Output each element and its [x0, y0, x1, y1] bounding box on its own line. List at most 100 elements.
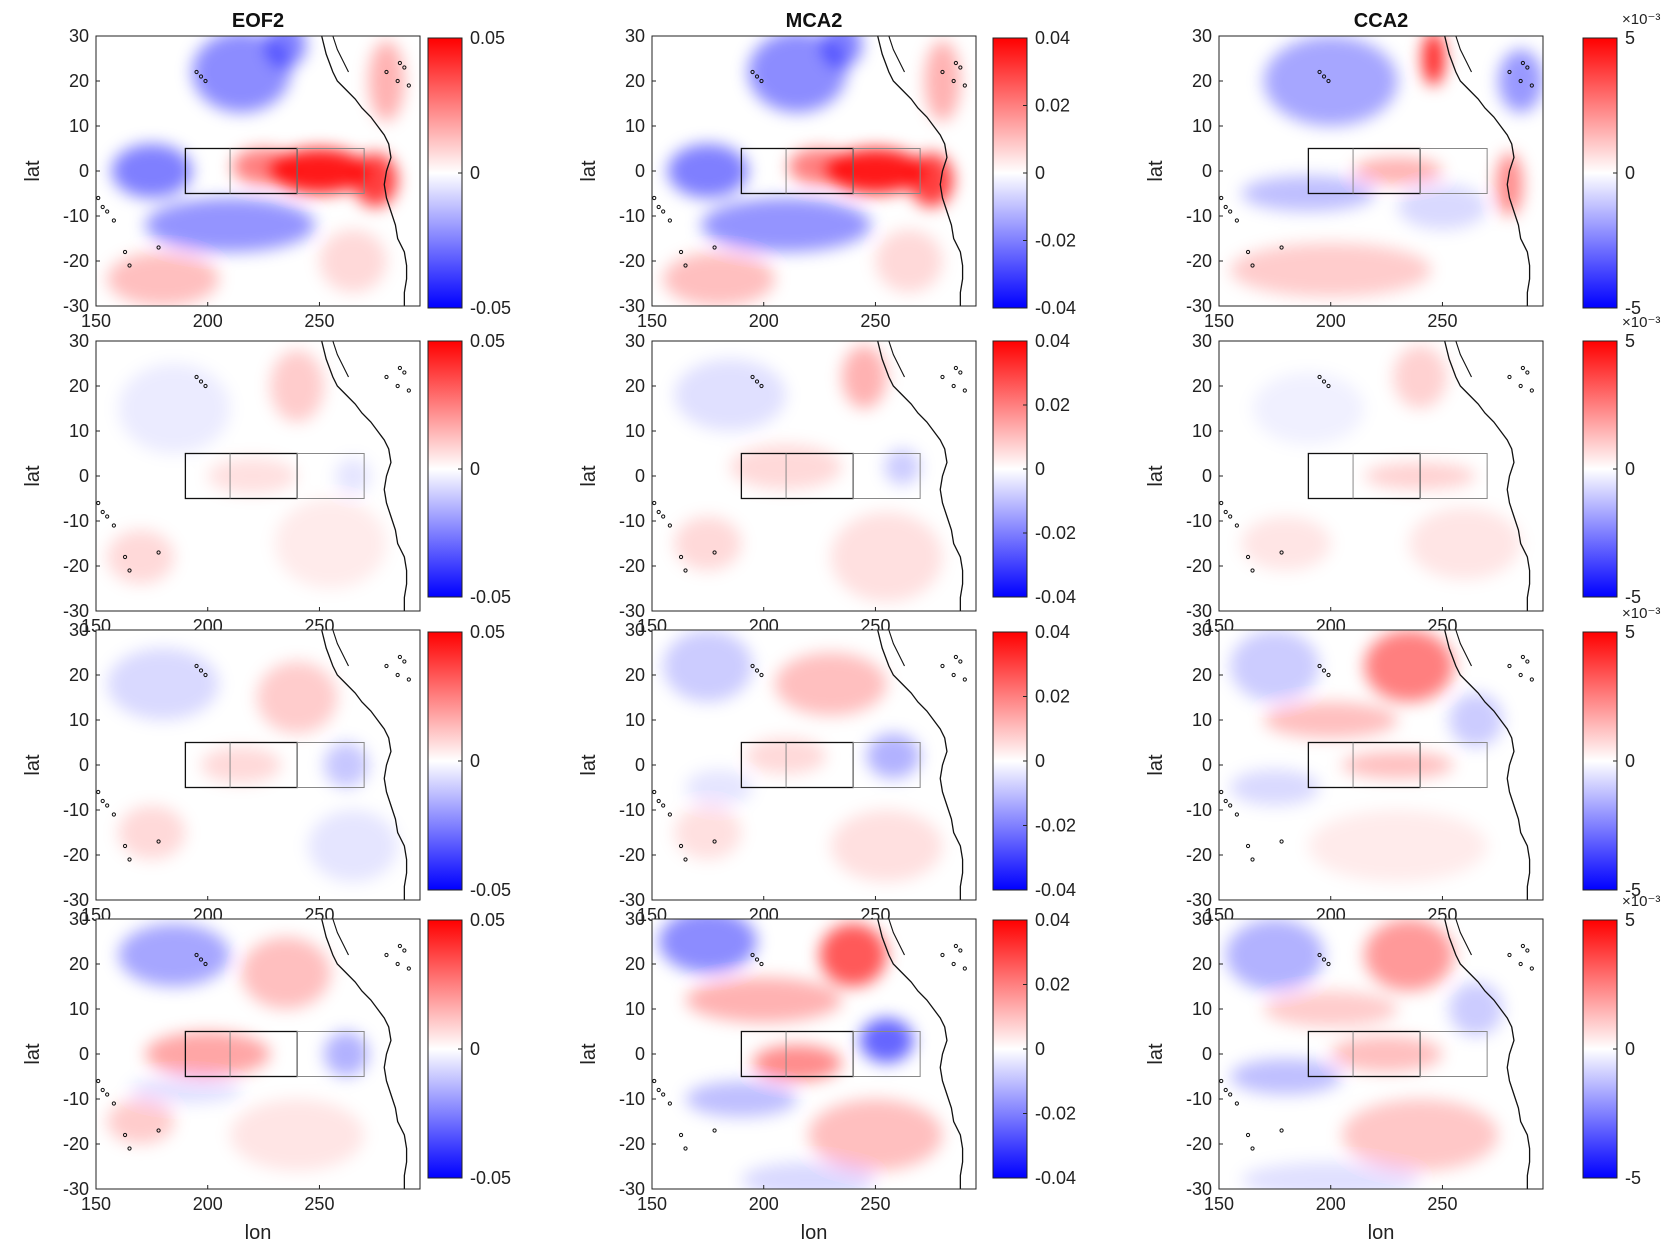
colorbar-tick-label: 0.04	[1035, 622, 1070, 642]
island-marker	[1228, 803, 1233, 808]
coastline	[888, 919, 905, 956]
island-marker	[1507, 69, 1512, 75]
anomaly-blob	[274, 498, 387, 589]
island-marker	[1228, 1092, 1233, 1097]
island-marker	[1228, 514, 1233, 519]
colorbar-gradient	[1582, 37, 1618, 309]
island-marker	[1529, 677, 1534, 682]
island-marker	[203, 78, 208, 84]
island-marker	[1518, 961, 1523, 967]
anomaly-blob	[819, 923, 887, 987]
island-marker	[1321, 668, 1327, 673]
y-tick-label: 20	[625, 954, 645, 974]
island-marker	[1525, 948, 1530, 953]
island-marker	[122, 554, 128, 560]
island-marker	[406, 83, 411, 88]
y-axis-label: lat	[22, 1043, 44, 1065]
island-marker	[156, 839, 161, 844]
anomaly-field	[1230, 36, 1543, 297]
anomaly-blob	[270, 350, 324, 422]
anomaly-blob	[1422, 36, 1445, 86]
island-marker	[1326, 672, 1331, 678]
island-marker	[198, 74, 204, 79]
island-marker	[111, 1101, 116, 1106]
y-tick-label: 0	[1202, 161, 1212, 181]
column-title: EOF2	[232, 10, 284, 32]
y-tick-label: 20	[1192, 71, 1212, 91]
colorbar-tick-label: 0	[470, 459, 480, 479]
y-tick-label: -10	[619, 1089, 645, 1109]
island-marker	[656, 798, 661, 804]
colorbar-tick-label: -0.04	[1035, 298, 1076, 318]
colorbar-tick-label: 0	[1035, 751, 1045, 771]
island-marker	[712, 1128, 717, 1133]
island-marker	[940, 952, 945, 958]
island-marker	[1317, 952, 1322, 958]
island-marker	[1317, 69, 1322, 75]
y-tick-label: -30	[619, 890, 645, 910]
colorbar-tick-label: 0	[1625, 163, 1635, 183]
anomaly-blob	[323, 742, 369, 788]
island-marker	[111, 218, 116, 223]
coastline	[888, 341, 905, 378]
island-marker	[127, 263, 132, 268]
island-marker	[754, 668, 760, 673]
y-axis-label: lat	[578, 1043, 600, 1065]
colorbar-tick-label: 0	[1625, 751, 1635, 771]
y-tick-label: 20	[69, 71, 89, 91]
coastline	[321, 919, 408, 1189]
colorbar-tick-label: 0.02	[1035, 975, 1070, 995]
island-marker	[1245, 249, 1251, 255]
colorbar-tick-label: 0.04	[1035, 331, 1070, 351]
anomaly-blob	[1230, 243, 1432, 297]
anomaly-blob	[748, 36, 847, 113]
anomaly-blob	[685, 1081, 798, 1117]
y-tick-label: 10	[625, 421, 645, 441]
coastline	[332, 919, 349, 956]
colorbar-tick-label: 0.02	[1035, 395, 1070, 415]
y-tick-label: 30	[69, 26, 89, 46]
island-marker	[1245, 843, 1251, 849]
y-tick-label: 20	[625, 376, 645, 396]
y-tick-label: -10	[1186, 206, 1212, 226]
island-marker	[953, 943, 958, 949]
anomaly-blob	[145, 1031, 271, 1077]
island-marker	[203, 383, 208, 389]
island-marker	[958, 659, 963, 664]
island-marker	[1234, 1101, 1239, 1106]
anomaly-field	[107, 648, 398, 882]
anomaly-blob	[107, 252, 219, 306]
island-marker	[1234, 218, 1239, 223]
colorbar-tick-label: -5	[1625, 587, 1641, 607]
island-marker	[759, 672, 764, 678]
y-tick-label: -20	[63, 251, 89, 271]
anomaly-blob	[1263, 702, 1398, 738]
anomaly-blob	[1341, 1099, 1499, 1171]
anomaly-blob	[323, 1031, 369, 1077]
anomaly-blob	[1230, 630, 1320, 702]
island-marker	[656, 204, 661, 210]
island-marker	[953, 365, 958, 371]
island-marker	[667, 812, 672, 817]
island-marker	[122, 249, 128, 255]
y-tick-label: -10	[63, 511, 89, 531]
island-marker	[962, 83, 967, 88]
region-box	[1419, 148, 1488, 194]
colorbar-tick-label: -5	[1625, 1168, 1641, 1188]
y-tick-label: 30	[1192, 26, 1212, 46]
island-marker	[1219, 1078, 1224, 1084]
island-marker	[958, 65, 963, 70]
anomaly-blob	[701, 198, 871, 252]
island-marker	[667, 218, 672, 223]
x-tick-label: 150	[637, 1194, 667, 1214]
y-tick-label: -10	[1186, 511, 1212, 531]
island-marker	[156, 550, 161, 555]
y-tick-label: 0	[79, 755, 89, 775]
island-marker	[96, 500, 101, 506]
anomaly-blob	[129, 1076, 242, 1104]
colorbar-multiplier: ×10⁻³	[1622, 314, 1660, 331]
